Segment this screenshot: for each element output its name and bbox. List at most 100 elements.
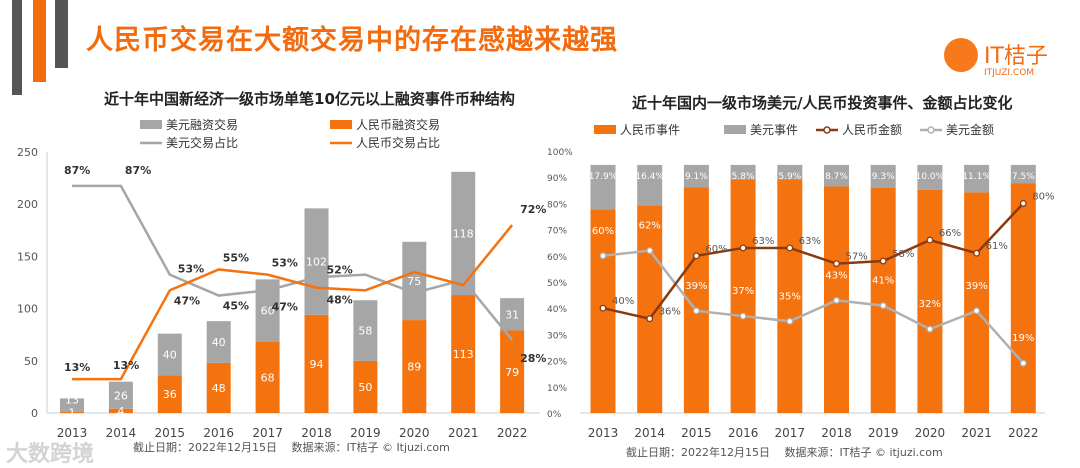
x-tick-label: 2021 bbox=[448, 426, 479, 440]
bar-rmb-label: 48 bbox=[212, 382, 226, 395]
bar-rmb-label: 50 bbox=[358, 381, 372, 394]
y-tick-label: 150 bbox=[17, 250, 38, 263]
x-tick-label: 2018 bbox=[301, 426, 332, 440]
legend-rmb-amount-label: 人民币金额 bbox=[842, 122, 902, 137]
bar-usd-events bbox=[683, 164, 709, 188]
line-rmb-share-label: 13% bbox=[64, 361, 90, 374]
y-tick-label: 100% bbox=[547, 148, 573, 158]
line-rmb-share-label: 53% bbox=[272, 257, 298, 270]
bar-rmb-label: 1 bbox=[69, 406, 76, 419]
bar-usd-events bbox=[824, 164, 849, 187]
bar-rmb-events bbox=[964, 192, 990, 413]
y-tick-label: 50 bbox=[24, 355, 38, 368]
bar-usd bbox=[402, 241, 427, 321]
line-rmb-share-label: 47% bbox=[174, 294, 200, 307]
legend-usd-events-label: 美元事件 bbox=[750, 123, 798, 137]
y-tick-label: 250 bbox=[17, 146, 38, 159]
x-tick-label: 2015 bbox=[155, 426, 186, 440]
decor-bar-orange bbox=[33, 0, 46, 82]
bar-usd-label: 58 bbox=[358, 325, 372, 338]
bar-rmb bbox=[157, 375, 182, 413]
bar-usd bbox=[500, 298, 525, 331]
bar-usd-label: 40 bbox=[212, 336, 226, 349]
line-usd-amount-label: 19% bbox=[1012, 333, 1034, 344]
y-tick-label: 200 bbox=[17, 198, 38, 211]
bar-usd-events bbox=[917, 164, 943, 190]
bar-usd bbox=[157, 333, 182, 376]
line-rmb-amount-marker bbox=[1019, 199, 1027, 207]
bar-rmb-label: 4 bbox=[117, 405, 124, 418]
bar-rmb-events bbox=[870, 187, 896, 413]
line-usd-amount-label: 62% bbox=[639, 221, 661, 232]
bar-usd-events bbox=[870, 164, 896, 188]
x-tick-label: 2017 bbox=[252, 426, 283, 440]
bar-rmb-label: 36 bbox=[163, 388, 177, 401]
y-tick-label: 70% bbox=[547, 227, 567, 237]
bar-rmb bbox=[402, 320, 427, 413]
bar-usd-events bbox=[590, 164, 616, 210]
left-chart-title: 近十年中国新经济一级市场单笔10亿元以上融资事件币种结构 bbox=[104, 90, 515, 108]
bar-rmb-events bbox=[1010, 183, 1036, 413]
legend-usd-deals-label: 美元融资交易 bbox=[166, 117, 238, 132]
bar-usd-events-label: 9.1% bbox=[685, 172, 708, 182]
line-rmb-share bbox=[72, 224, 514, 381]
legend-rmb-amount-marker bbox=[823, 126, 831, 134]
y-tick-label: 80% bbox=[547, 200, 567, 210]
line-rmb-amount-label: 36% bbox=[659, 307, 681, 318]
line-rmb-amount-marker bbox=[833, 260, 840, 268]
line-rmb-amount-marker bbox=[692, 252, 700, 260]
line-usd-share-label: 47% bbox=[272, 300, 298, 313]
bar-usd bbox=[353, 300, 378, 361]
bar-usd-events-label: 11.1% bbox=[962, 172, 991, 182]
bar-usd-events-label: 8.7% bbox=[825, 172, 848, 182]
line-usd-amount-marker bbox=[1019, 359, 1027, 367]
legend-rmb-events-swatch bbox=[594, 125, 616, 134]
bar-usd-label: 40 bbox=[163, 349, 177, 362]
decor-bar-gray-1 bbox=[12, 0, 22, 95]
logo-name: IT桔子 bbox=[984, 44, 1048, 69]
bar-rmb-label: 68 bbox=[261, 372, 275, 385]
line-usd-amount-marker bbox=[973, 307, 981, 315]
y-tick-label: 10% bbox=[547, 384, 567, 394]
bar-rmb-label: 94 bbox=[310, 358, 324, 371]
x-tick-label: 2020 bbox=[399, 426, 430, 440]
bar-rmb bbox=[353, 360, 378, 413]
line-usd-share-label: 87% bbox=[64, 164, 90, 177]
legend-usd-deals-swatch bbox=[140, 120, 162, 129]
bar-rmb-events bbox=[917, 189, 943, 413]
y-tick-label: 40% bbox=[547, 305, 567, 315]
line-usd-share bbox=[72, 184, 514, 341]
y-tick-label: 30% bbox=[547, 331, 567, 341]
bar-usd-label: 75 bbox=[407, 275, 421, 288]
x-tick-label: 2014 bbox=[634, 426, 665, 440]
line-usd-share-label: 53% bbox=[178, 263, 204, 276]
line-usd-amount-marker bbox=[926, 325, 934, 333]
bar-rmb-events bbox=[777, 179, 803, 413]
line-rmb-share-label: 72% bbox=[520, 203, 546, 216]
bar-usd-label: 118 bbox=[453, 227, 474, 240]
bar-usd-events bbox=[964, 164, 990, 193]
line-usd-share-label: 87% bbox=[125, 164, 151, 177]
x-tick-label: 2016 bbox=[203, 426, 234, 440]
bar-usd-events bbox=[730, 164, 756, 180]
line-usd-amount-label: 39% bbox=[965, 281, 987, 292]
bar-usd-events-label: 16.4% bbox=[635, 172, 664, 182]
x-tick-label: 2020 bbox=[915, 426, 946, 440]
bar-usd-events bbox=[637, 164, 663, 206]
line-usd-amount-label: 35% bbox=[779, 291, 801, 302]
bar-usd-events bbox=[1010, 164, 1036, 184]
bar-rmb bbox=[108, 408, 133, 413]
line-rmb-amount-marker bbox=[786, 244, 794, 252]
line-rmb-amount-marker bbox=[599, 304, 607, 312]
line-usd-amount-label: 37% bbox=[732, 286, 754, 297]
line-usd-share-label: 28% bbox=[520, 352, 546, 365]
bar-rmb bbox=[500, 330, 525, 413]
x-tick-label: 2013 bbox=[57, 426, 88, 440]
bar-rmb bbox=[206, 362, 231, 413]
line-usd-amount-marker bbox=[646, 247, 654, 255]
line-rmb-share-label: 55% bbox=[223, 251, 249, 264]
bar-rmb bbox=[304, 314, 329, 413]
line-rmb-amount-label: 61% bbox=[986, 241, 1008, 252]
line-usd-amount-marker bbox=[739, 312, 747, 320]
